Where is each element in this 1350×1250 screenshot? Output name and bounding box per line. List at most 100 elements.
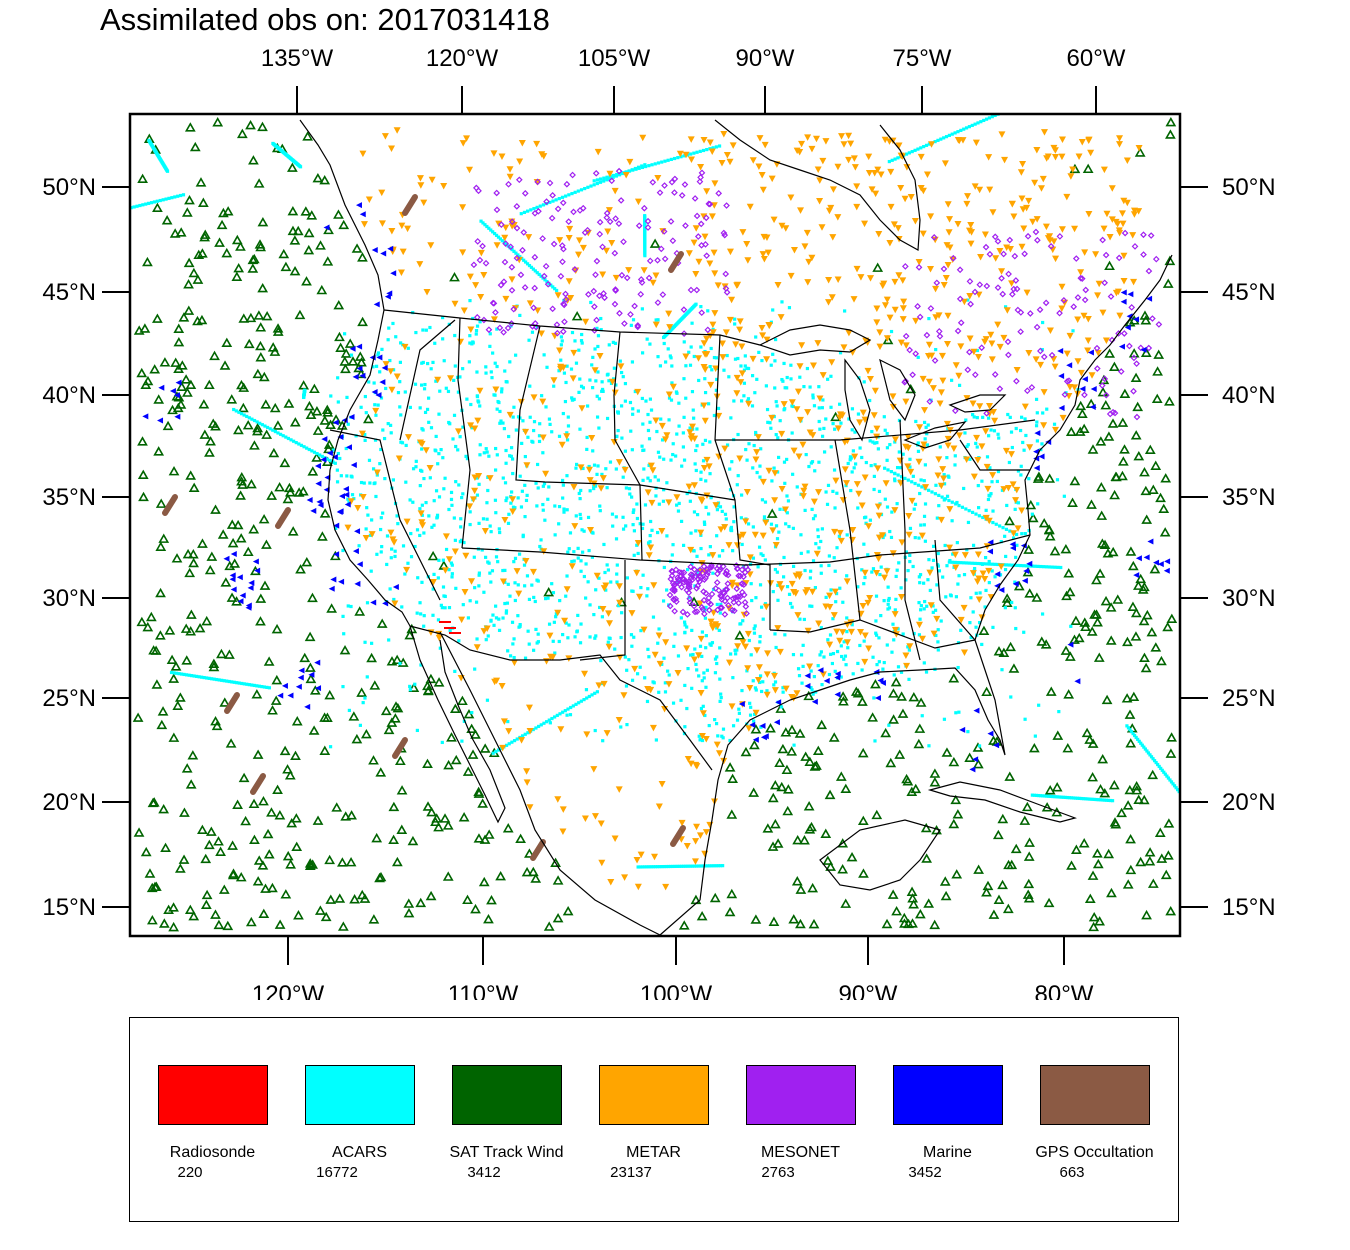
triangle-up-marker [311, 452, 323, 462]
diamond-marker [702, 589, 710, 597]
square-marker [595, 415, 600, 419]
square-marker [667, 396, 672, 400]
triangle-down-marker [763, 691, 771, 699]
triangle-up-marker [1125, 546, 1137, 556]
square-marker [922, 145, 926, 149]
square-marker [149, 201, 154, 205]
square-marker [357, 544, 361, 548]
square-marker [971, 543, 976, 547]
square-marker [450, 503, 454, 507]
triangle-up-marker [292, 225, 304, 236]
square-marker [930, 566, 934, 570]
square-marker [619, 725, 623, 729]
triangle-up-marker [263, 849, 275, 859]
square-marker [255, 684, 259, 688]
triangle-down-marker [752, 456, 760, 464]
square-marker [720, 509, 724, 513]
square-marker [704, 646, 708, 650]
square-marker [735, 483, 739, 487]
triangle-up-marker [816, 719, 828, 730]
triangle-down-marker [801, 483, 809, 491]
triangle-up-marker [988, 909, 1000, 919]
square-marker [1035, 439, 1039, 443]
triangle-down-marker [605, 643, 613, 651]
square-marker [973, 566, 977, 571]
square-marker [500, 387, 504, 391]
square-marker [812, 674, 816, 679]
triangle-up-marker [1023, 893, 1035, 903]
triangle-up-marker [1063, 568, 1075, 578]
square-marker [368, 481, 372, 485]
triangle-down-marker [515, 256, 523, 264]
triangle-down-marker [563, 433, 571, 440]
triangle-down-marker [1103, 210, 1111, 218]
triangle-down-marker [612, 274, 620, 282]
square-marker [161, 198, 165, 202]
square-marker [690, 562, 694, 566]
square-marker [602, 542, 606, 547]
triangle-up-marker [307, 592, 318, 603]
triangle-up-marker [356, 889, 368, 900]
square-marker [826, 377, 830, 381]
square-marker [872, 696, 876, 700]
triangle-down-marker [1025, 197, 1033, 205]
square-marker [458, 435, 462, 439]
square-marker [901, 452, 905, 456]
square-marker [658, 865, 662, 869]
triangle-down-marker [828, 294, 836, 301]
square-marker [242, 682, 246, 686]
square-marker [443, 594, 447, 599]
square-marker [633, 389, 637, 394]
square-marker [868, 398, 872, 403]
legend-item: Radiosonde 220 [130, 1018, 277, 1223]
square-marker [551, 639, 555, 643]
square-marker [973, 122, 977, 126]
triangle-down-marker [870, 412, 878, 419]
square-marker [733, 322, 737, 326]
square-marker [475, 637, 479, 641]
square-marker [578, 377, 582, 381]
square-marker [1040, 612, 1045, 616]
triangle-up-marker [142, 375, 154, 386]
square-marker [1098, 798, 1102, 802]
square-marker [468, 599, 472, 603]
triangle-down-marker [967, 221, 975, 229]
triangle-left-marker [239, 592, 246, 599]
square-marker [475, 394, 479, 398]
triangle-up-marker [183, 279, 194, 289]
triangle-up-marker [1044, 473, 1056, 483]
triangle-up-marker [204, 564, 216, 575]
square-marker [1172, 784, 1177, 788]
square-marker [766, 420, 770, 424]
square-marker [523, 656, 528, 660]
square-marker [630, 644, 634, 648]
triangle-up-marker [1166, 613, 1178, 623]
square-marker [738, 622, 742, 626]
square-marker [537, 272, 541, 277]
triangle-left-marker [247, 584, 254, 591]
square-marker [1055, 478, 1060, 482]
diamond-marker [994, 284, 1002, 292]
square-marker [572, 397, 576, 401]
triangle-left-marker [315, 685, 322, 692]
square-marker [993, 562, 997, 566]
square-marker [391, 478, 395, 482]
diamond-marker [693, 286, 701, 294]
observation-map[interactable]: 50°N 50°N45°N 45°N40°N 40°N35°N 35°N30°N 30°N… [0, 0, 1350, 1000]
triangle-down-marker [557, 726, 565, 733]
square-marker [640, 351, 645, 355]
triangle-down-marker [886, 314, 894, 322]
diamond-marker [634, 322, 642, 329]
square-marker [452, 413, 457, 417]
triangle-up-marker [168, 921, 180, 932]
square-marker [688, 864, 692, 868]
square-marker [609, 381, 614, 386]
triangle-up-marker [458, 812, 470, 822]
square-marker [520, 734, 525, 738]
square-marker [648, 420, 652, 424]
triangle-up-marker [185, 609, 197, 619]
triangle-up-marker [1117, 470, 1128, 481]
square-marker [381, 511, 385, 515]
square-marker [942, 482, 947, 486]
square-marker [911, 564, 915, 569]
